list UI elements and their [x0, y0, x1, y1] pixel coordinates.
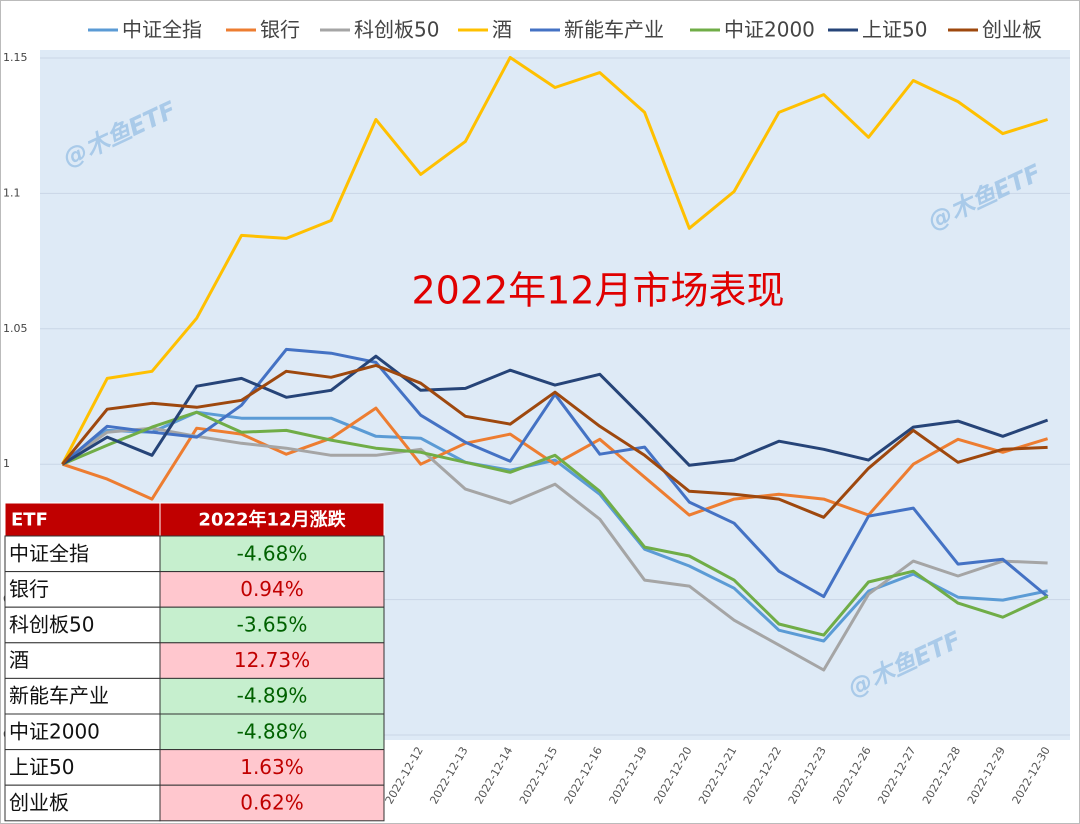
legend-label: 新能车产业 — [564, 18, 664, 42]
table-cell — [159, 784, 385, 822]
y-tick-label: 1.05 — [3, 322, 28, 335]
table-name: 中证2000 — [9, 719, 100, 743]
legend-label: 中证全指 — [122, 18, 202, 42]
table-value: 0.62% — [240, 791, 304, 815]
lines — [61, 56, 1049, 672]
table-name: 银行 — [9, 577, 49, 601]
legend-label: 科创板50 — [354, 18, 439, 42]
table-cell — [4, 784, 161, 822]
chart-title: 2022年12月市场表现 — [411, 269, 784, 313]
legend-label: 酒 — [492, 18, 512, 42]
table-header: 2022年12月涨跌 — [198, 509, 346, 531]
table-value: 1.63% — [240, 755, 304, 779]
table-value: 12.73% — [234, 648, 310, 672]
table-cell — [159, 535, 385, 573]
table-name: 上证50 — [9, 755, 74, 779]
table-value: -4.89% — [237, 684, 308, 708]
y-tick-label: 1.15 — [3, 51, 28, 64]
table-name: 酒 — [9, 648, 29, 672]
legend-label: 创业板 — [982, 18, 1042, 42]
table-name: 新能车产业 — [9, 684, 109, 708]
table-value: 0.94% — [240, 577, 304, 601]
table-cell — [159, 606, 385, 644]
table-name: 科创板50 — [9, 613, 94, 637]
table-value: -4.68% — [237, 541, 308, 565]
table-name: 创业板 — [9, 791, 69, 815]
series-line — [61, 347, 1049, 599]
table-value: -3.65% — [237, 613, 308, 637]
table-cell — [159, 749, 385, 786]
table-header-cell — [4, 502, 161, 537]
legend-label: 上证50 — [862, 18, 927, 42]
table-cell — [4, 606, 161, 644]
table-value: -4.88% — [237, 719, 308, 743]
table-name: 中证全指 — [9, 541, 89, 565]
legend-label: 银行 — [260, 18, 300, 42]
table-header: ETF — [11, 510, 48, 531]
table-cell — [159, 642, 385, 679]
table-cell — [4, 642, 161, 679]
series-line — [61, 410, 1049, 637]
table-cell — [4, 535, 161, 573]
legend-label: 中证2000 — [724, 18, 815, 42]
series-line — [61, 363, 1048, 519]
table-cell — [4, 571, 161, 608]
table-header-cell — [159, 502, 385, 537]
y-tick-label: 1 — [3, 457, 10, 470]
table-cell — [159, 571, 385, 608]
series-line — [61, 426, 1048, 672]
y-tick-label: 1.1 — [3, 186, 21, 199]
series-line — [61, 406, 1049, 517]
table-cell — [4, 677, 161, 715]
series-line — [61, 354, 1049, 467]
series-line — [61, 56, 1049, 465]
